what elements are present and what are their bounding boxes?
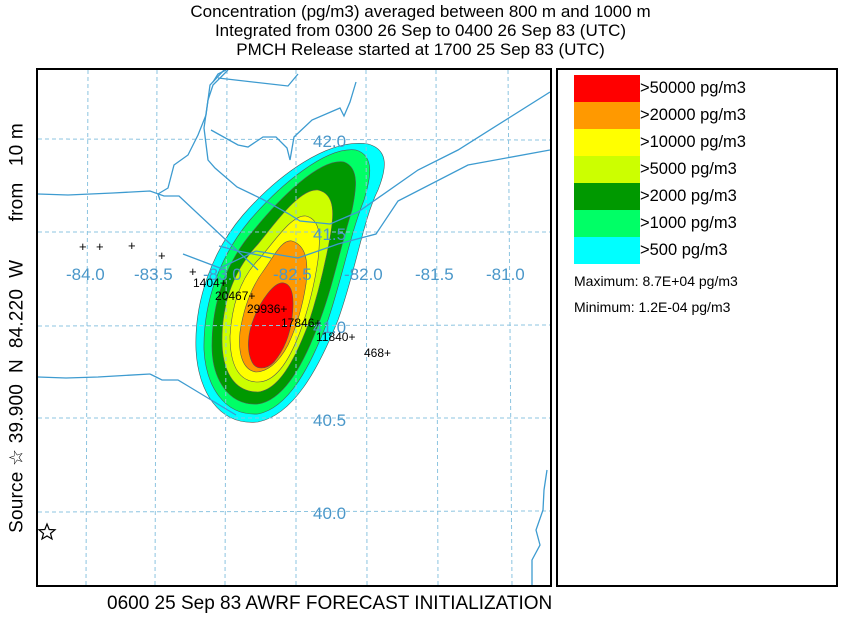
sampler-marker: + xyxy=(189,264,197,279)
sampler-value: 17846+ xyxy=(281,316,321,330)
legend-swatch-lime xyxy=(574,156,640,183)
sampler-markers: + + + + + xyxy=(79,238,197,279)
legend-swatch-red xyxy=(574,75,640,102)
lon-label: -82.0 xyxy=(344,265,383,284)
legend-swatch-orange xyxy=(574,102,640,129)
longitude-labels: -84.0 -83.5 -83.0 -82.5 -82.0 -81.5 -81.… xyxy=(66,265,525,284)
legend-swatch-yellow xyxy=(574,129,640,156)
map-canvas: -84.0 -83.5 -83.0 -82.5 -82.0 -81.5 -81.… xyxy=(38,70,550,585)
sampler-marker: + xyxy=(128,238,136,253)
legend-label: >20000 pg/m3 xyxy=(640,106,746,124)
legend-item: >20000 pg/m3 xyxy=(574,102,834,129)
sampler-marker: + xyxy=(96,239,104,254)
concentration-legend: >50000 pg/m3 >20000 pg/m3 >10000 pg/m3 >… xyxy=(556,68,838,587)
legend-item: >5000 pg/m3 xyxy=(574,156,834,183)
legend-item: >2000 pg/m3 xyxy=(574,183,834,210)
source-location-label: Source ☆ 39.900 N 84.220 W from 10 m xyxy=(2,68,32,588)
lat-label: 42.0 xyxy=(313,132,346,151)
lat-lon-grid xyxy=(38,70,550,585)
sampler-value: 20467+ xyxy=(215,289,255,303)
sampler-value: 468+ xyxy=(364,346,391,360)
legend-swatch-green xyxy=(574,210,640,237)
plot-title-line-2: Integrated from 0300 26 Sep to 0400 26 S… xyxy=(214,21,627,40)
minimum-value: Minimum: 1.2E-04 pg/m3 xyxy=(574,299,731,315)
legend-label: >50000 pg/m3 xyxy=(640,79,746,97)
lat-label: 41.5 xyxy=(313,225,346,244)
sampler-marker: + xyxy=(79,239,87,254)
legend-item: >10000 pg/m3 xyxy=(574,129,834,156)
legend-swatch-dark-green xyxy=(574,183,640,210)
plot-title-line-1: Concentration (pg/m3) averaged between 8… xyxy=(190,2,651,21)
legend-label: >1000 pg/m3 xyxy=(640,214,737,232)
lat-label: 41.0 xyxy=(313,318,346,337)
sampler-values: 1404+ 20467+ 29936+ 17846+ 11840+ 468+ xyxy=(193,276,391,360)
lon-label: -82.5 xyxy=(273,265,312,284)
legend-swatch-cyan xyxy=(574,237,640,264)
lon-label: -81.5 xyxy=(415,265,454,284)
lat-label: 40.0 xyxy=(313,504,346,523)
lon-label: -83.0 xyxy=(203,265,242,284)
maximum-value: Maximum: 8.7E+04 pg/m3 xyxy=(574,273,738,289)
legend-label: >10000 pg/m3 xyxy=(640,133,746,151)
source-location-text: Source ☆ 39.900 N 84.220 W from 10 m xyxy=(6,123,28,533)
lon-label: -81.0 xyxy=(486,265,525,284)
source-star-icon xyxy=(38,522,57,541)
concentration-map: -84.0 -83.5 -83.0 -82.5 -82.0 -81.5 -81.… xyxy=(36,68,552,587)
boundaries xyxy=(38,70,550,585)
legend-item: >50000 pg/m3 xyxy=(574,75,834,102)
lon-label: -83.5 xyxy=(134,265,173,284)
sampler-value: 1404+ xyxy=(193,276,227,290)
lon-label: -84.0 xyxy=(66,265,105,284)
legend-item: >500 pg/m3 xyxy=(574,237,834,264)
legend-label: >5000 pg/m3 xyxy=(640,160,737,178)
legend-item: >1000 pg/m3 xyxy=(574,210,834,237)
sampler-marker: + xyxy=(158,248,166,263)
lat-label: 40.5 xyxy=(313,411,346,430)
plot-title-line-3: PMCH Release started at 1700 25 Sep 83 (… xyxy=(236,40,605,59)
legend-label: >2000 pg/m3 xyxy=(640,187,737,205)
sampler-value: 11840+ xyxy=(316,330,356,344)
legend-label: >500 pg/m3 xyxy=(640,241,728,259)
sampler-value: 29936+ xyxy=(247,302,287,316)
forecast-caption: 0600 25 Sep 83 AWRF FORECAST INITIALIZAT… xyxy=(107,593,553,614)
latitude-labels: 42.0 41.5 41.0 40.5 40.0 xyxy=(313,132,346,523)
